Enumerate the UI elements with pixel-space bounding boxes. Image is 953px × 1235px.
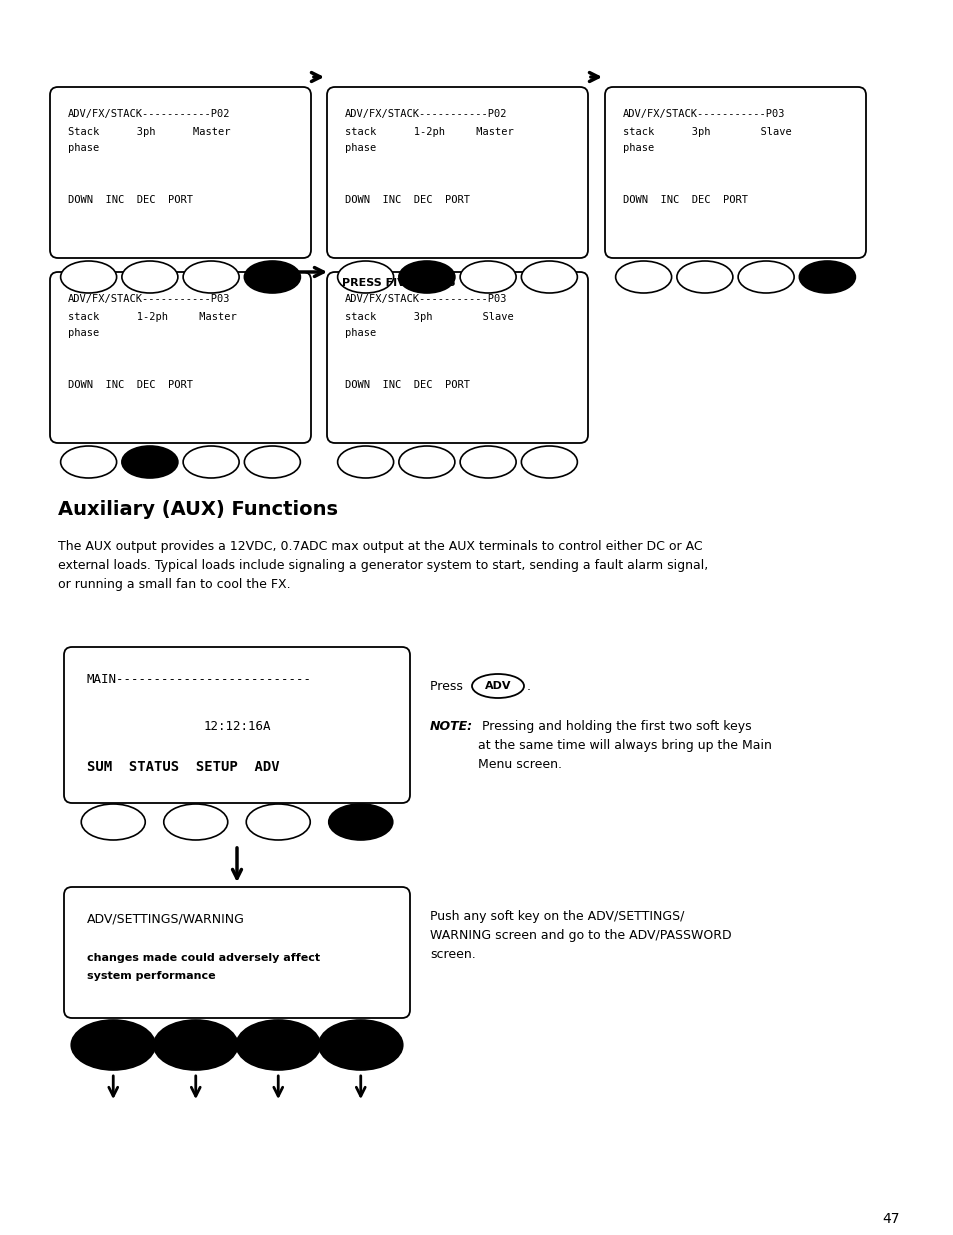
- Ellipse shape: [318, 1020, 402, 1070]
- Text: ADV: ADV: [484, 680, 511, 692]
- Text: stack      3ph        Slave: stack 3ph Slave: [622, 127, 791, 137]
- Text: changes made could adversely affect: changes made could adversely affect: [87, 953, 320, 963]
- Text: 12:12:16A: 12:12:16A: [203, 720, 271, 734]
- Ellipse shape: [398, 446, 455, 478]
- FancyBboxPatch shape: [64, 647, 410, 803]
- Text: phase: phase: [68, 143, 99, 153]
- Ellipse shape: [521, 261, 577, 293]
- Text: .: .: [526, 680, 531, 693]
- Ellipse shape: [615, 261, 671, 293]
- Ellipse shape: [122, 261, 177, 293]
- FancyBboxPatch shape: [327, 272, 587, 443]
- Text: phase: phase: [345, 143, 375, 153]
- Ellipse shape: [71, 1020, 155, 1070]
- Ellipse shape: [337, 446, 394, 478]
- Text: Auxiliary (AUX) Functions: Auxiliary (AUX) Functions: [58, 500, 337, 519]
- Text: ADV/SETTINGS/WARNING: ADV/SETTINGS/WARNING: [87, 913, 245, 926]
- Text: phase: phase: [622, 143, 654, 153]
- Text: phase: phase: [345, 329, 375, 338]
- Text: DOWN  INC  DEC  PORT: DOWN INC DEC PORT: [68, 380, 193, 390]
- Ellipse shape: [329, 804, 393, 840]
- Text: The AUX output provides a 12VDC, 0.7ADC max output at the AUX terminals to contr: The AUX output provides a 12VDC, 0.7ADC …: [58, 540, 707, 592]
- FancyBboxPatch shape: [327, 86, 587, 258]
- FancyBboxPatch shape: [50, 272, 311, 443]
- Text: Pressing and holding the first two soft keys
at the same time will always bring : Pressing and holding the first two soft …: [477, 720, 771, 771]
- Ellipse shape: [472, 674, 523, 698]
- Ellipse shape: [61, 446, 116, 478]
- Text: DOWN  INC  DEC  PORT: DOWN INC DEC PORT: [345, 195, 470, 205]
- Text: stack      1-2ph     Master: stack 1-2ph Master: [68, 312, 236, 322]
- Ellipse shape: [337, 261, 394, 293]
- Ellipse shape: [236, 1020, 320, 1070]
- Text: stack      3ph        Slave: stack 3ph Slave: [345, 312, 514, 322]
- Ellipse shape: [799, 261, 855, 293]
- Ellipse shape: [164, 804, 228, 840]
- FancyBboxPatch shape: [64, 887, 410, 1018]
- Text: Stack      3ph      Master: Stack 3ph Master: [68, 127, 231, 137]
- Ellipse shape: [81, 804, 145, 840]
- Ellipse shape: [246, 804, 310, 840]
- Text: ADV/FX/STACK-----------P03: ADV/FX/STACK-----------P03: [68, 294, 231, 304]
- Text: MAIN--------------------------: MAIN--------------------------: [87, 673, 312, 685]
- Ellipse shape: [122, 446, 177, 478]
- Ellipse shape: [244, 446, 300, 478]
- Ellipse shape: [459, 261, 516, 293]
- Text: NOTE:: NOTE:: [430, 720, 473, 734]
- Text: ADV/FX/STACK-----------P02: ADV/FX/STACK-----------P02: [68, 109, 231, 119]
- FancyBboxPatch shape: [604, 86, 865, 258]
- Ellipse shape: [738, 261, 793, 293]
- Text: stack      1-2ph     Master: stack 1-2ph Master: [345, 127, 514, 137]
- Ellipse shape: [521, 446, 577, 478]
- Text: ADV/FX/STACK-----------P02: ADV/FX/STACK-----------P02: [345, 109, 507, 119]
- Text: DOWN  INC  DEC  PORT: DOWN INC DEC PORT: [622, 195, 747, 205]
- Text: ADV/FX/STACK-----------P03: ADV/FX/STACK-----------P03: [345, 294, 507, 304]
- Ellipse shape: [183, 446, 239, 478]
- Ellipse shape: [61, 261, 116, 293]
- Text: ADV/FX/STACK-----------P03: ADV/FX/STACK-----------P03: [622, 109, 784, 119]
- Text: system performance: system performance: [87, 971, 215, 981]
- Ellipse shape: [153, 1020, 237, 1070]
- Text: Press: Press: [430, 680, 466, 693]
- Ellipse shape: [244, 261, 300, 293]
- Ellipse shape: [677, 261, 732, 293]
- Text: phase: phase: [68, 329, 99, 338]
- Ellipse shape: [459, 446, 516, 478]
- FancyBboxPatch shape: [50, 86, 311, 258]
- Ellipse shape: [183, 261, 239, 293]
- Text: Push any soft key on the ADV/SETTINGS/
WARNING screen and go to the ADV/PASSWORD: Push any soft key on the ADV/SETTINGS/ W…: [430, 910, 731, 961]
- Text: 47: 47: [882, 1212, 899, 1226]
- Text: SUM  STATUS  SETUP  ADV: SUM STATUS SETUP ADV: [87, 760, 279, 774]
- Text: PRESS FIVE TIMES: PRESS FIVE TIMES: [341, 278, 456, 288]
- Text: DOWN  INC  DEC  PORT: DOWN INC DEC PORT: [345, 380, 470, 390]
- Text: DOWN  INC  DEC  PORT: DOWN INC DEC PORT: [68, 195, 193, 205]
- Ellipse shape: [398, 261, 455, 293]
